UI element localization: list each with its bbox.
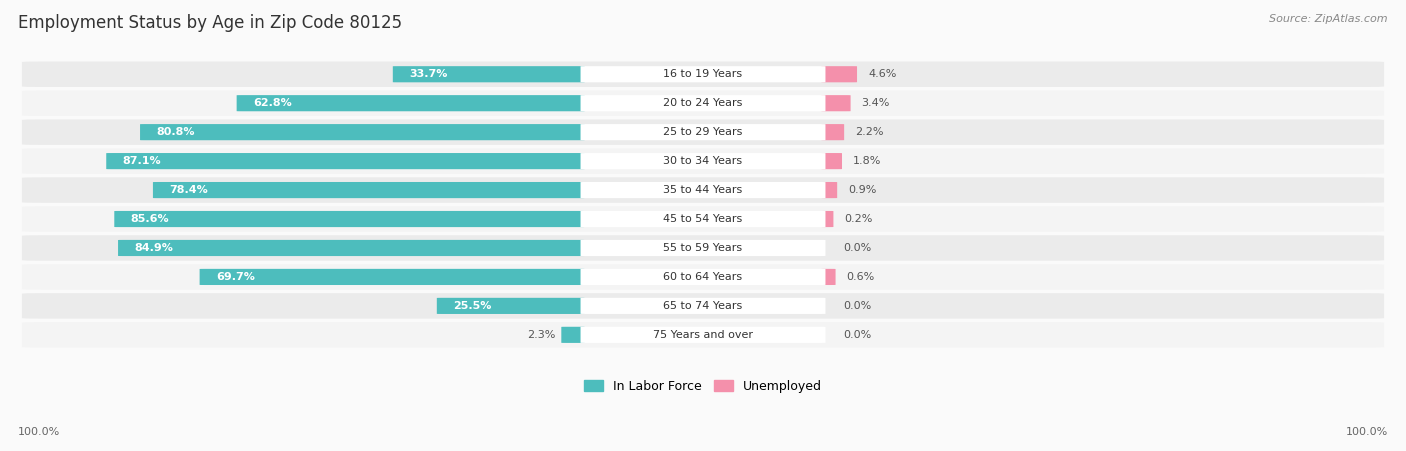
Text: 85.6%: 85.6% (131, 214, 170, 224)
Text: 87.1%: 87.1% (122, 156, 162, 166)
FancyBboxPatch shape (22, 322, 1384, 348)
FancyBboxPatch shape (561, 327, 585, 343)
FancyBboxPatch shape (581, 327, 825, 343)
Text: 45 to 54 Years: 45 to 54 Years (664, 214, 742, 224)
FancyBboxPatch shape (581, 211, 825, 227)
FancyBboxPatch shape (821, 66, 858, 83)
FancyBboxPatch shape (22, 61, 1384, 87)
Text: 3.4%: 3.4% (862, 98, 890, 108)
Text: 30 to 34 Years: 30 to 34 Years (664, 156, 742, 166)
Text: Employment Status by Age in Zip Code 80125: Employment Status by Age in Zip Code 801… (18, 14, 402, 32)
Text: 25.5%: 25.5% (453, 301, 492, 311)
Text: 55 to 59 Years: 55 to 59 Years (664, 243, 742, 253)
Text: 0.9%: 0.9% (848, 185, 876, 195)
FancyBboxPatch shape (581, 269, 825, 285)
Text: 33.7%: 33.7% (409, 69, 447, 79)
Text: 0.6%: 0.6% (846, 272, 875, 282)
FancyBboxPatch shape (821, 269, 835, 285)
FancyBboxPatch shape (200, 269, 585, 285)
FancyBboxPatch shape (22, 177, 1384, 203)
Text: 2.2%: 2.2% (855, 127, 883, 137)
FancyBboxPatch shape (22, 91, 1384, 116)
FancyBboxPatch shape (821, 153, 842, 169)
FancyBboxPatch shape (821, 124, 844, 140)
FancyBboxPatch shape (236, 95, 585, 111)
FancyBboxPatch shape (22, 235, 1384, 261)
Text: 69.7%: 69.7% (217, 272, 254, 282)
FancyBboxPatch shape (22, 206, 1384, 232)
FancyBboxPatch shape (821, 211, 834, 227)
Text: 2.3%: 2.3% (527, 330, 555, 340)
FancyBboxPatch shape (141, 124, 585, 140)
Text: Source: ZipAtlas.com: Source: ZipAtlas.com (1270, 14, 1388, 23)
FancyBboxPatch shape (581, 153, 825, 169)
Text: 75 Years and over: 75 Years and over (652, 330, 754, 340)
Text: 84.9%: 84.9% (135, 243, 173, 253)
FancyBboxPatch shape (821, 95, 851, 111)
Text: 20 to 24 Years: 20 to 24 Years (664, 98, 742, 108)
Text: 65 to 74 Years: 65 to 74 Years (664, 301, 742, 311)
FancyBboxPatch shape (581, 124, 825, 140)
FancyBboxPatch shape (107, 153, 585, 169)
Legend: In Labor Force, Unemployed: In Labor Force, Unemployed (579, 374, 827, 397)
Text: 0.2%: 0.2% (845, 214, 873, 224)
FancyBboxPatch shape (22, 264, 1384, 290)
FancyBboxPatch shape (821, 182, 837, 198)
Text: 0.0%: 0.0% (844, 301, 872, 311)
FancyBboxPatch shape (581, 66, 825, 83)
FancyBboxPatch shape (22, 120, 1384, 145)
Text: 25 to 29 Years: 25 to 29 Years (664, 127, 742, 137)
Text: 78.4%: 78.4% (170, 185, 208, 195)
FancyBboxPatch shape (581, 298, 825, 314)
Text: 4.6%: 4.6% (868, 69, 897, 79)
Text: 35 to 44 Years: 35 to 44 Years (664, 185, 742, 195)
FancyBboxPatch shape (437, 298, 585, 314)
Text: 0.0%: 0.0% (844, 330, 872, 340)
FancyBboxPatch shape (114, 211, 585, 227)
Text: 0.0%: 0.0% (844, 243, 872, 253)
Text: 62.8%: 62.8% (253, 98, 292, 108)
Text: 16 to 19 Years: 16 to 19 Years (664, 69, 742, 79)
Text: 100.0%: 100.0% (1346, 428, 1388, 437)
Text: 80.8%: 80.8% (156, 127, 195, 137)
Text: 60 to 64 Years: 60 to 64 Years (664, 272, 742, 282)
Text: 1.8%: 1.8% (853, 156, 882, 166)
FancyBboxPatch shape (153, 182, 585, 198)
FancyBboxPatch shape (581, 95, 825, 111)
FancyBboxPatch shape (581, 182, 825, 198)
FancyBboxPatch shape (118, 240, 585, 256)
FancyBboxPatch shape (392, 66, 585, 83)
FancyBboxPatch shape (22, 293, 1384, 319)
FancyBboxPatch shape (581, 240, 825, 256)
FancyBboxPatch shape (22, 148, 1384, 174)
Text: 100.0%: 100.0% (18, 428, 60, 437)
